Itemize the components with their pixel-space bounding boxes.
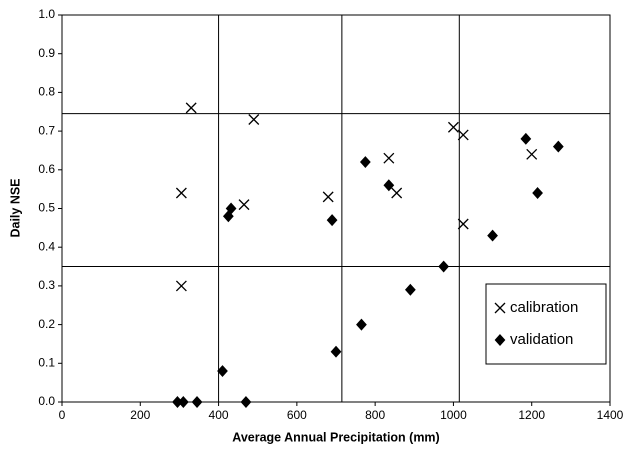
calibration-point bbox=[383, 152, 395, 164]
x-tick-label: 200 bbox=[130, 408, 150, 422]
validation-point bbox=[330, 345, 342, 358]
calibration-point bbox=[457, 218, 469, 230]
y-tick-label: 0.0 bbox=[38, 394, 55, 408]
legend-marker bbox=[494, 302, 506, 314]
validation-point bbox=[326, 214, 338, 227]
y-tick-label: 0.6 bbox=[38, 162, 55, 176]
legend-label: calibration bbox=[510, 299, 578, 316]
calibration-point bbox=[238, 199, 250, 211]
x-tick-label: 0 bbox=[59, 408, 66, 422]
validation-point bbox=[177, 396, 189, 408]
validation-point bbox=[438, 260, 450, 273]
validation-point bbox=[217, 365, 228, 378]
y-tick-label: 0.8 bbox=[38, 85, 55, 99]
calibration-point bbox=[185, 102, 197, 114]
x-tick-label: 1000 bbox=[440, 408, 467, 422]
y-tick-label: 0.7 bbox=[38, 123, 55, 137]
y-tick-label: 0.2 bbox=[38, 317, 55, 331]
validation-point bbox=[359, 156, 371, 169]
calibration-point bbox=[322, 191, 334, 203]
x-tick-label: 600 bbox=[287, 408, 307, 422]
y-tick-label: 0.4 bbox=[38, 239, 55, 253]
calibration-point bbox=[457, 129, 469, 141]
y-tick-label: 0.3 bbox=[38, 278, 55, 292]
validation-point bbox=[552, 140, 564, 153]
calibration-point bbox=[447, 121, 459, 133]
y-tick-label: 0.9 bbox=[38, 46, 55, 60]
validation-point bbox=[191, 396, 203, 408]
legend-marker bbox=[494, 334, 506, 346]
calibration-point bbox=[391, 187, 403, 199]
calibration-point bbox=[248, 114, 260, 125]
y-tick-label: 0.5 bbox=[38, 201, 55, 215]
x-tick-label: 1200 bbox=[518, 408, 545, 422]
calibration-point bbox=[526, 148, 538, 160]
validation-point bbox=[532, 187, 543, 199]
legend-label: validation bbox=[510, 331, 573, 348]
x-tick-label: 400 bbox=[209, 408, 229, 422]
y-axis-title: Daily NSE bbox=[8, 178, 22, 237]
y-tick-label: 1.0 bbox=[38, 7, 55, 21]
validation-point bbox=[487, 229, 498, 242]
calibration-point bbox=[175, 280, 187, 292]
x-axis-title: Average Annual Precipitation (mm) bbox=[232, 430, 439, 444]
validation-point bbox=[404, 283, 416, 296]
validation-point bbox=[240, 396, 252, 408]
validation-point bbox=[520, 132, 532, 145]
validation-point bbox=[225, 202, 237, 215]
legend-box bbox=[485, 283, 607, 365]
y-tick-label: 0.1 bbox=[38, 355, 55, 369]
validation-point bbox=[356, 318, 367, 331]
calibration-point bbox=[175, 187, 187, 199]
x-tick-label: 800 bbox=[365, 408, 385, 422]
validation-point bbox=[383, 179, 395, 192]
x-tick-label: 1400 bbox=[597, 408, 624, 422]
